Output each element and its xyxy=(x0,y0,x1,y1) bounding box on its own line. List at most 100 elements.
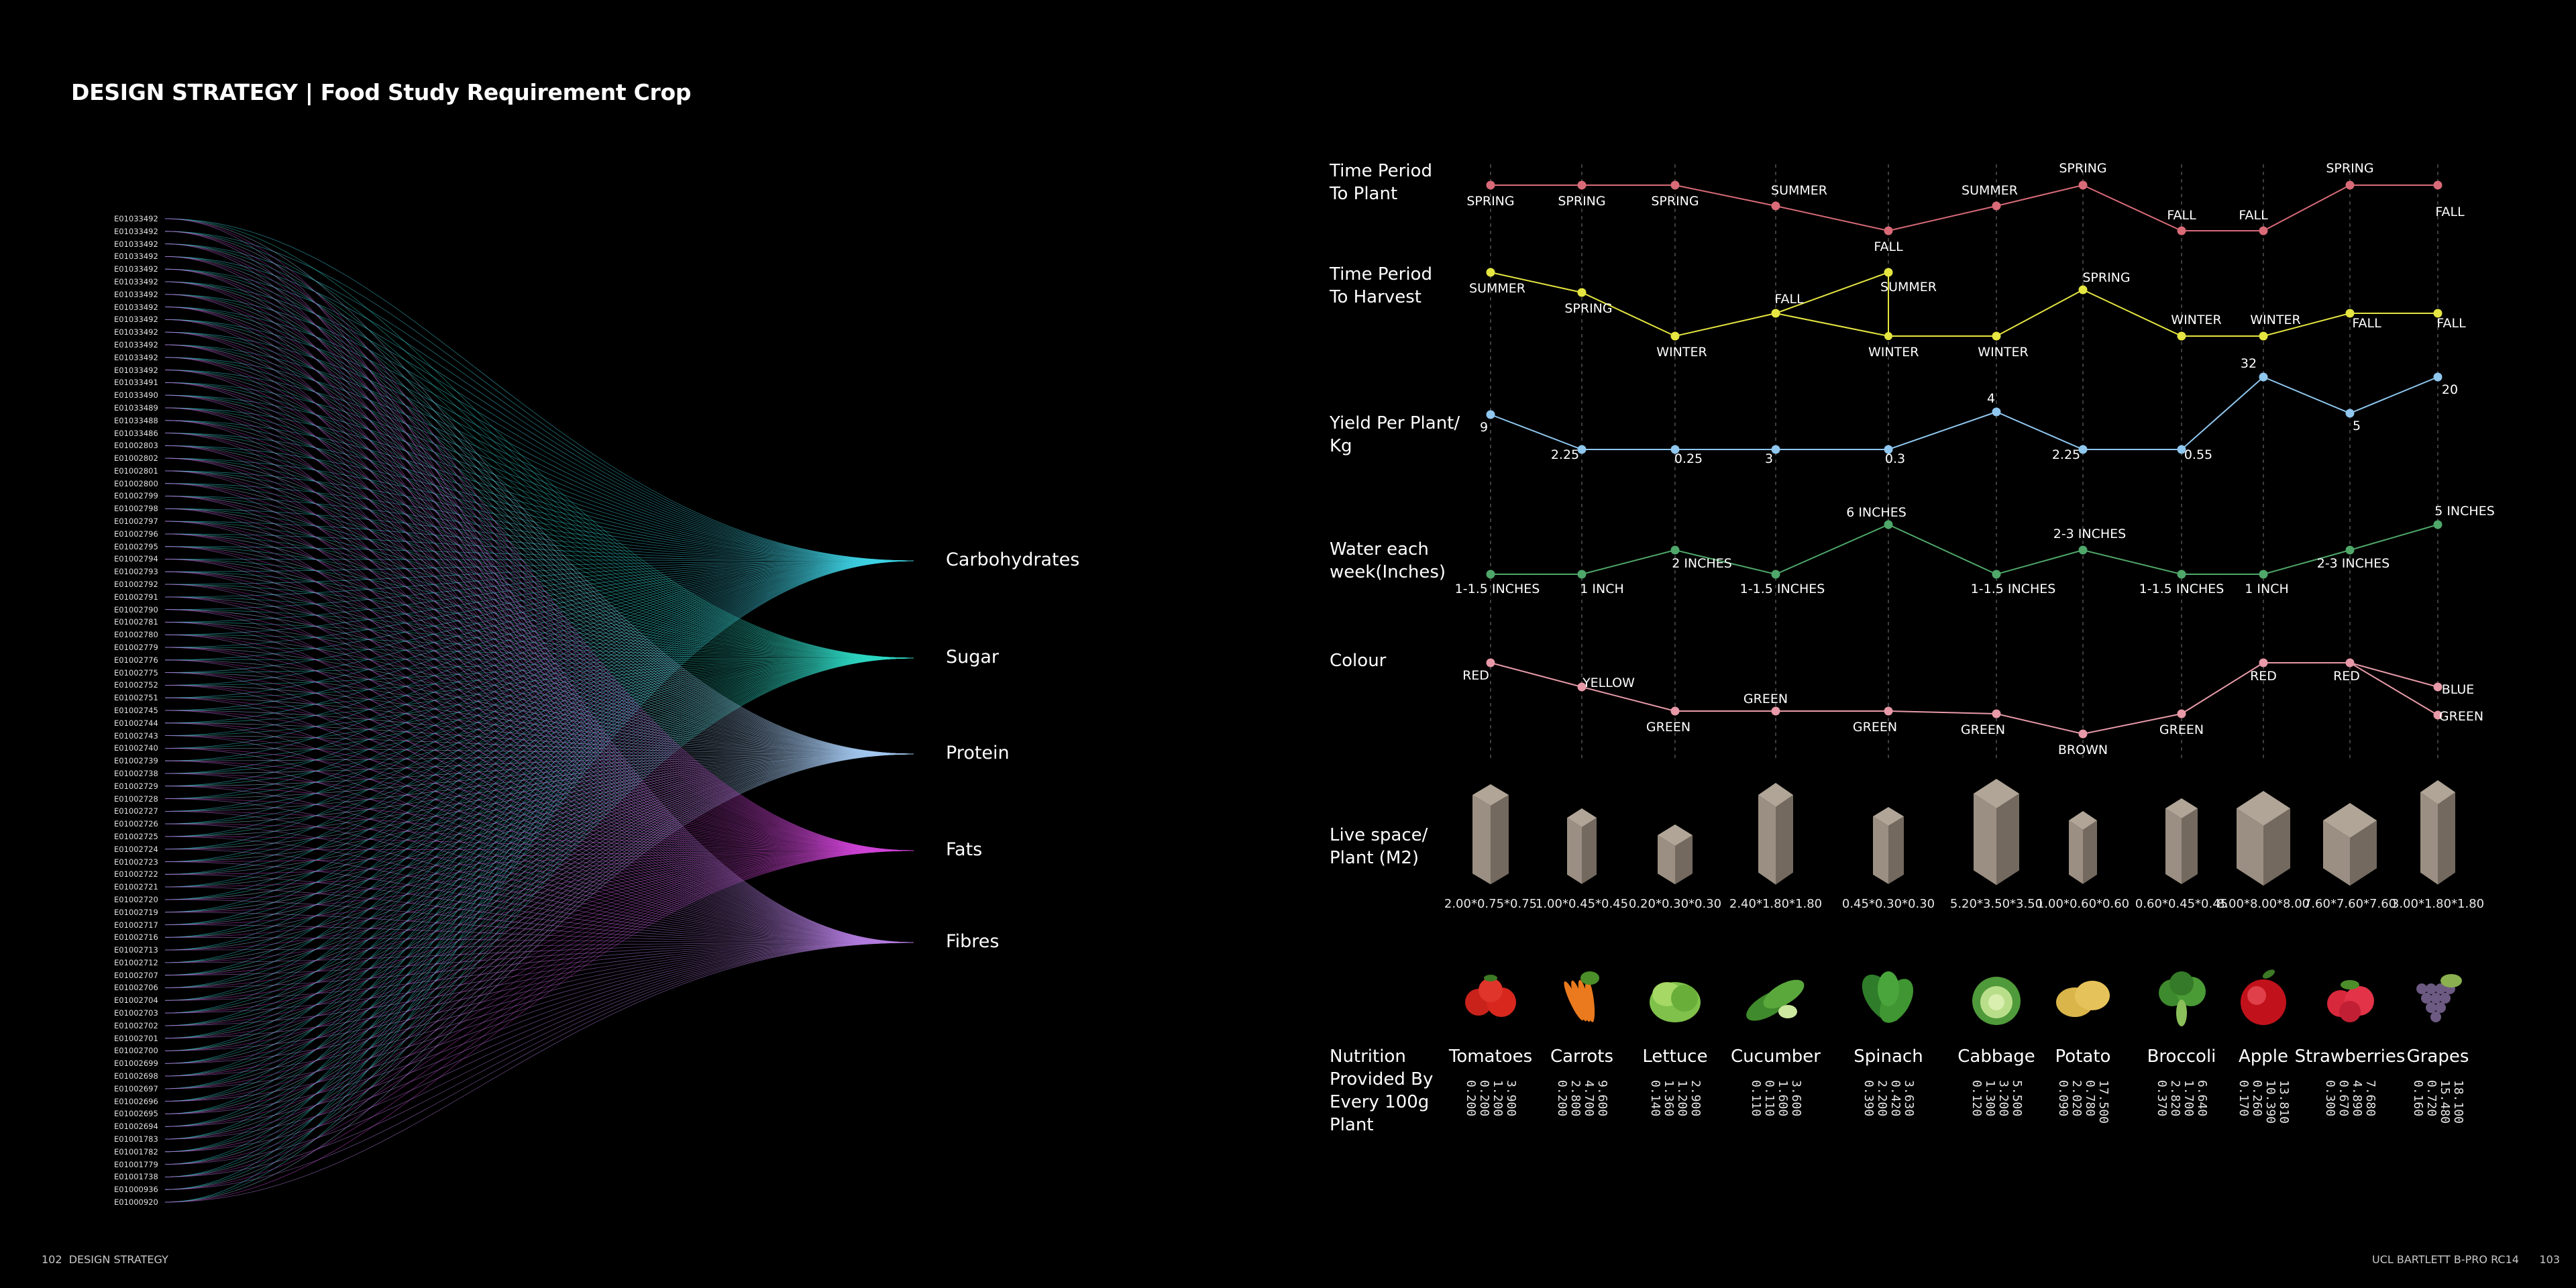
nutrition-value: 0.200 xyxy=(1464,1080,1478,1117)
flow-line xyxy=(164,753,914,951)
flow-line xyxy=(164,773,914,943)
flow-line xyxy=(164,753,914,1014)
flow-line xyxy=(164,596,914,943)
yield-value: 0.3 xyxy=(1885,451,1905,466)
crop-icon-part xyxy=(2430,993,2441,1004)
flow-line xyxy=(164,850,914,976)
flow-line xyxy=(164,672,914,851)
flow-line xyxy=(164,307,914,943)
plant-value: SPRING xyxy=(2326,161,2373,176)
flow-line xyxy=(164,218,914,943)
flow-line xyxy=(164,407,914,851)
flow-line xyxy=(164,433,914,851)
flow-line xyxy=(164,657,914,711)
water-point xyxy=(1670,545,1680,555)
flow-line xyxy=(164,657,914,749)
colour-value: GREEN xyxy=(2159,722,2204,737)
crop-icon-tomatoes xyxy=(1465,975,1516,1017)
flow-line xyxy=(164,445,914,561)
flow-line xyxy=(164,672,914,943)
flow-line xyxy=(164,753,914,938)
id-label: E01002740 xyxy=(114,743,158,753)
flow-line xyxy=(164,836,914,851)
flow-line xyxy=(164,798,914,943)
flow-line xyxy=(164,496,914,851)
target-label-fibres: Fibres xyxy=(946,931,1000,952)
plant-point xyxy=(1992,201,2001,211)
crop-icon-part xyxy=(1763,979,1805,1009)
row-label-line: Yield Per Plant/ xyxy=(1330,413,1460,433)
water-value: 6 INCHES xyxy=(1846,505,1907,520)
nutrition-values-apple: 13.810 10.390 0.260 0.170 xyxy=(2237,1080,2291,1154)
id-label: E01033492 xyxy=(114,315,158,325)
flow-line xyxy=(164,942,914,988)
flow-line xyxy=(164,850,914,1152)
water-point xyxy=(2177,570,2186,579)
flow-line xyxy=(164,268,914,851)
flow-line xyxy=(164,407,914,561)
flow-line xyxy=(164,850,914,1001)
id-label: E01002712 xyxy=(114,957,158,967)
plant-point xyxy=(1577,180,1587,190)
flow-line xyxy=(164,331,914,851)
left-folio: 102 DESIGN STRATEGY xyxy=(42,1253,168,1266)
id-label: E01002799 xyxy=(114,491,158,501)
id-label: E01002725 xyxy=(114,831,158,841)
flow-line xyxy=(164,753,914,1190)
flow-line xyxy=(164,307,914,561)
flow-line xyxy=(164,357,914,561)
harvest-point xyxy=(2433,309,2443,318)
target-label-protein: Protein xyxy=(946,743,1010,763)
flow-line xyxy=(164,382,914,659)
id-label: E01002795 xyxy=(114,541,158,551)
flow-line xyxy=(164,710,914,943)
flow-line xyxy=(164,571,914,851)
flow-line xyxy=(164,657,914,724)
flow-line xyxy=(164,823,914,851)
flow-line xyxy=(164,584,914,943)
flow-line xyxy=(164,850,914,1127)
flow-line xyxy=(164,634,914,659)
crop-icon-part xyxy=(1585,979,1595,1022)
yield-point xyxy=(2259,372,2268,382)
flow-line xyxy=(164,319,914,561)
id-label: E01002743 xyxy=(114,731,158,741)
flow-line xyxy=(164,560,914,1026)
crop-icon-part xyxy=(2339,1001,2361,1022)
colour-point xyxy=(1992,709,2001,718)
nutrition-value: 2.820 xyxy=(2168,1080,2182,1117)
flow-line xyxy=(164,622,914,659)
flow-line xyxy=(164,747,914,943)
flow-line xyxy=(164,420,914,659)
flow-line xyxy=(164,942,914,1051)
id-label: E01033486 xyxy=(114,428,158,438)
crop-icon-part xyxy=(2435,983,2446,994)
colour-point xyxy=(2078,729,2088,739)
flow-line xyxy=(164,753,914,925)
plant-point xyxy=(2259,226,2268,235)
water-value: 1 INCH xyxy=(2245,582,2289,596)
flow-line xyxy=(164,850,914,1064)
flow-line xyxy=(164,420,914,943)
space-box xyxy=(1974,779,2019,885)
space-dimension: 2.00*0.75*0.75 xyxy=(1444,897,1538,911)
flow-line xyxy=(164,753,914,1089)
flow-line xyxy=(164,344,914,851)
yield-point xyxy=(2345,409,2355,418)
flow-line xyxy=(164,942,914,1140)
row-label-colour: Colour xyxy=(1330,649,1386,672)
space-dimension: 5.20*3.50*3.50 xyxy=(1949,897,2043,911)
id-label: E01000936 xyxy=(114,1185,158,1195)
flow-line xyxy=(164,357,914,851)
crop-name-grapes: Grapes xyxy=(2406,1046,2469,1067)
flow-line xyxy=(164,231,914,561)
colour-value: GREEN xyxy=(1853,720,1897,735)
nutrition-value: 0.780 xyxy=(2083,1080,2097,1117)
crop-icon-part xyxy=(2430,1012,2441,1022)
crop-icon-part xyxy=(1571,980,1587,1022)
colour-value: RED xyxy=(2250,669,2277,684)
colour-value: RED xyxy=(2333,669,2360,684)
id-label: E01033492 xyxy=(114,226,158,236)
id-label: E01002717 xyxy=(114,920,158,930)
harvest-point xyxy=(1486,268,1495,277)
